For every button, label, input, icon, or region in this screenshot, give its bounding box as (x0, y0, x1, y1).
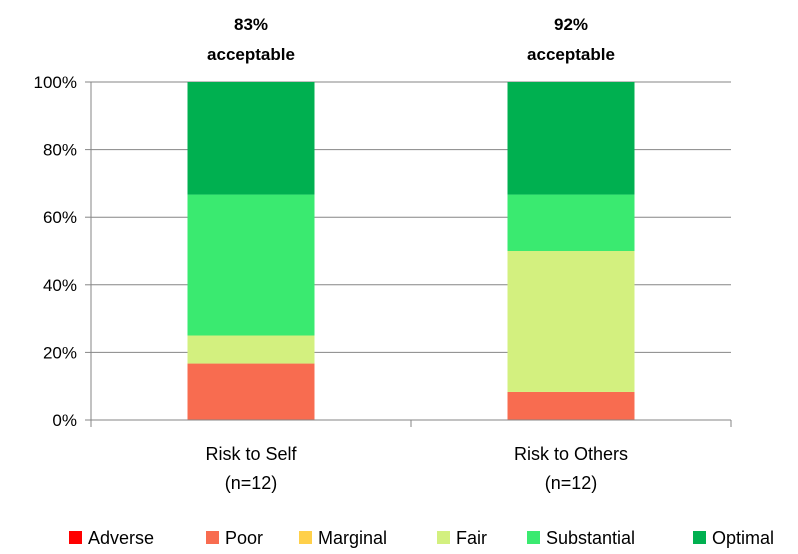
acceptable-percent: 92% (554, 15, 588, 34)
gridlines (91, 81, 731, 353)
y-tick-label: 20% (43, 343, 77, 362)
legend-swatch-adverse (69, 531, 82, 544)
legend-label-poor: Poor (225, 528, 263, 548)
category-sublabel: (n=12) (545, 473, 598, 493)
legend-label-substantial: Substantial (546, 528, 635, 548)
bar-annotations: 83% acceptable 92% acceptable (207, 15, 615, 64)
y-tick-label: 40% (43, 276, 77, 295)
bar-segment-optimal (507, 82, 635, 195)
legend-swatch-poor (206, 531, 219, 544)
bar-segment-fair (507, 251, 635, 392)
acceptable-label: acceptable (527, 45, 615, 64)
acceptable-label: acceptable (207, 45, 295, 64)
y-tick-labels: 0% 20% 40% 60% 80% 100% (34, 73, 77, 430)
bars (187, 82, 635, 420)
category-label: Risk to Others (514, 444, 628, 464)
bar-segment-fair (187, 335, 315, 364)
category-label: Risk to Self (205, 444, 297, 464)
bar-segment-optimal (187, 82, 315, 195)
legend-label-adverse: Adverse (88, 528, 154, 548)
legend-swatch-marginal (299, 531, 312, 544)
legend-label-optimal: Optimal (712, 528, 774, 548)
y-tick-label: 100% (34, 73, 77, 92)
acceptable-percent: 83% (234, 15, 268, 34)
bar-segment-substantial (507, 194, 635, 251)
legend-swatch-fair (437, 531, 450, 544)
y-tick-label: 0% (52, 411, 77, 430)
y-tick-label: 80% (43, 141, 77, 160)
legend-swatch-substantial (527, 531, 540, 544)
legend-label-marginal: Marginal (318, 528, 387, 548)
bar-segment-substantial (187, 194, 315, 336)
axes (85, 81, 732, 427)
category-sublabel: (n=12) (225, 473, 278, 493)
legend: Adverse Poor Marginal Fair Substantial Optima… (69, 528, 774, 548)
bar-segment-poor (187, 363, 315, 420)
y-tick-label: 60% (43, 208, 77, 227)
x-category-labels: Risk to Self (n=12) Risk to Others (n=12) (205, 444, 628, 493)
bar-segment-poor (507, 391, 635, 420)
legend-label-fair: Fair (456, 528, 487, 548)
legend-swatch-optimal (693, 531, 706, 544)
